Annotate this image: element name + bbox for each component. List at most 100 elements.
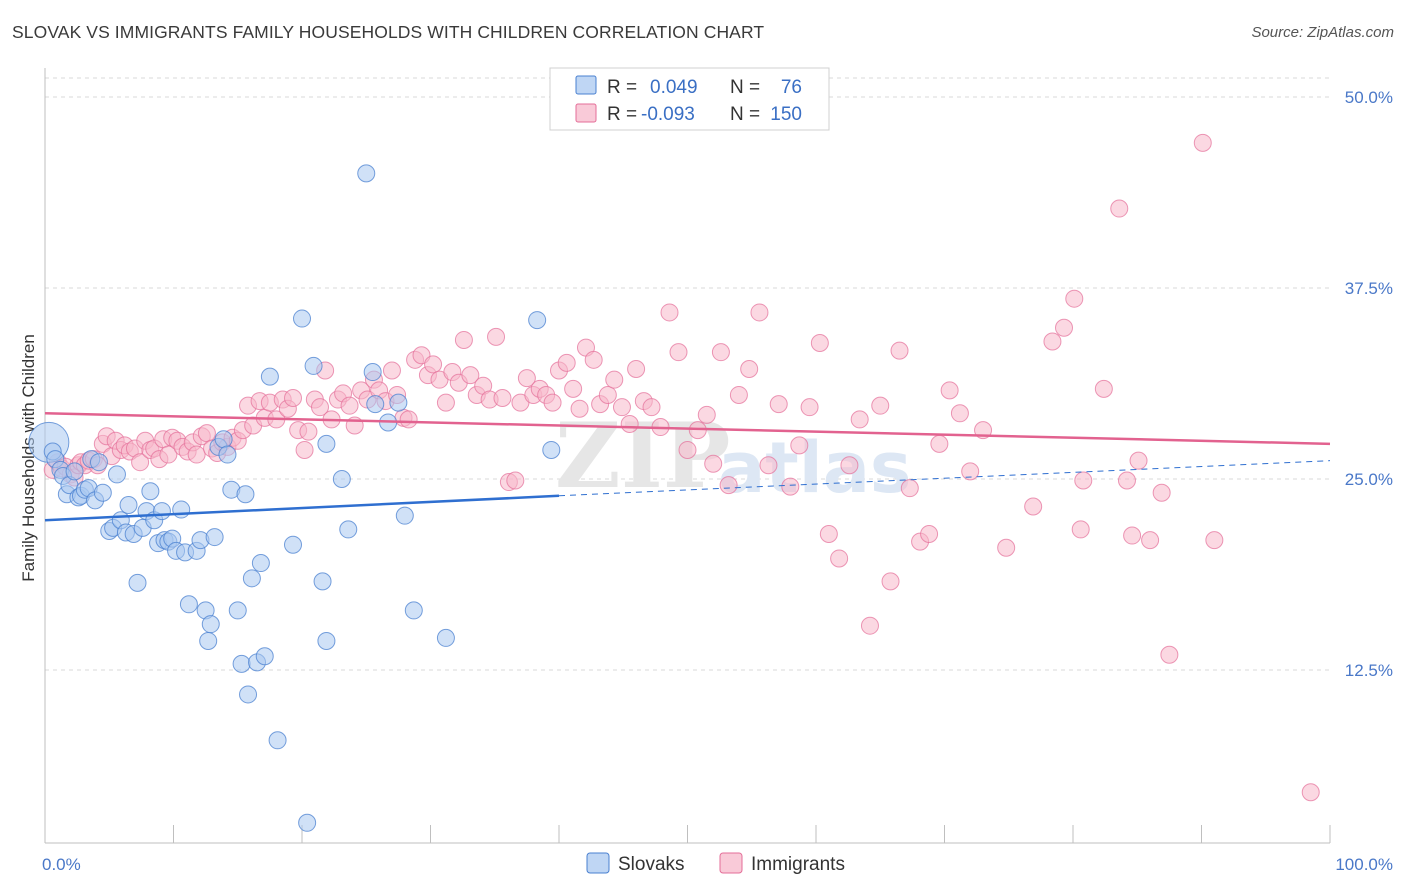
slovaks-point-66 [357, 164, 376, 183]
slovaks-point-54 [255, 647, 274, 666]
immigrants-point-67 [382, 361, 401, 380]
immigrants-point-142 [997, 538, 1016, 557]
tick-labels: 12.5% 25.0% 37.5% 50.0% 0.0% 100.0% [42, 88, 1393, 874]
immigrants-point-154 [1141, 531, 1160, 550]
immigrants-point-148 [1074, 471, 1093, 490]
immigrants-point-155 [1152, 483, 1171, 502]
immigrants-point-79 [454, 330, 473, 349]
slovaks-point-62 [317, 631, 336, 650]
immigrants-point-102 [605, 370, 624, 389]
legend-n-value-1: 76 [781, 77, 802, 98]
immigrants-point-121 [769, 395, 788, 414]
immigrants-point-158 [1205, 531, 1224, 550]
slovaks-point-47 [228, 601, 247, 620]
trend-lines [44, 412, 1331, 522]
slovaks-point-29 [152, 502, 171, 521]
immigrants-point-84 [487, 327, 506, 346]
immigrants-point-26 [159, 445, 178, 464]
immigrants-trend-line [44, 412, 1331, 446]
y-tick-label-2: 37.5% [1345, 279, 1393, 298]
immigrants-point-131 [871, 396, 890, 415]
legend-swatch-immigrants [575, 103, 597, 123]
immigrants-point-114 [704, 454, 723, 473]
x-tick-label-1: 100.0% [1335, 855, 1393, 874]
slovaks-point-57 [284, 535, 303, 554]
immigrants-point-133 [890, 341, 909, 360]
slovaks-point-67 [363, 363, 382, 382]
immigrants-point-85 [493, 389, 512, 408]
slovaks-point-50 [239, 685, 258, 704]
slovaks-point-65 [339, 520, 358, 539]
slovaks-point-63 [317, 434, 336, 453]
immigrants-point-122 [781, 477, 800, 496]
slovaks-point-59 [298, 813, 317, 832]
y-tick-label-0: 12.5% [1345, 661, 1393, 680]
immigrants-point-125 [810, 334, 829, 353]
immigrants-point-34 [197, 424, 216, 443]
immigrants-point-130 [860, 616, 879, 635]
slovaks-trend-line [44, 494, 560, 522]
immigrants-point-117 [729, 385, 748, 404]
immigrants-point-80 [461, 366, 480, 385]
immigrants-point-134 [900, 479, 919, 498]
immigrants-point-111 [678, 440, 697, 459]
immigrants-point-139 [950, 404, 969, 423]
source-label: Source: ZipAtlas.com [1251, 24, 1394, 41]
slovaks-point-49 [236, 485, 255, 504]
slovaks-point-72 [404, 601, 423, 620]
slovaks-point-56 [268, 731, 287, 750]
slovaks-point-40 [199, 631, 218, 650]
immigrants-point-55 [310, 398, 329, 417]
immigrants-point-157 [1193, 133, 1212, 152]
legend-n-label-2: N = [730, 104, 760, 125]
bottom-legend-swatch-slovaks [586, 852, 610, 874]
watermark-atlas: atlas [718, 427, 912, 509]
immigrants-point-136 [920, 525, 939, 544]
immigrants-point-147 [1071, 520, 1090, 539]
slovaks-point-23 [128, 573, 147, 592]
immigrants-point-152 [1123, 526, 1142, 545]
bottom-legend-label-immigrants: Immigrants [751, 854, 845, 875]
watermark: ZIP atlas [555, 403, 912, 509]
y-tick-label-1: 25.0% [1345, 470, 1393, 489]
immigrants-point-76 [436, 393, 455, 412]
slovaks-point-75 [542, 440, 561, 459]
immigrants-point-87 [506, 471, 525, 490]
legend: R = 0.049 N = 76 R = -0.093 N = 150 [549, 67, 830, 131]
immigrants-point-95 [557, 353, 576, 372]
immigrants-point-159 [1301, 783, 1320, 802]
immigrants-point-52 [295, 440, 314, 459]
immigrants-point-70 [399, 410, 418, 429]
immigrants-point-127 [830, 549, 849, 568]
immigrants-point-89 [517, 369, 536, 388]
immigrants-point-149 [1094, 379, 1113, 398]
immigrants-point-123 [790, 436, 809, 455]
immigrants-point-144 [1043, 332, 1062, 351]
slovaks-point-45 [218, 445, 237, 464]
immigrants-point-32 [187, 445, 206, 464]
slovaks-point-70 [389, 393, 408, 412]
immigrants-point-124 [800, 398, 819, 417]
slovaks-point-58 [293, 309, 311, 328]
legend-r-value-2: -0.093 [641, 104, 695, 125]
immigrants-point-120 [759, 456, 778, 475]
immigrants-point-113 [697, 405, 716, 424]
immigrants-point-137 [930, 434, 949, 453]
immigrants-point-104 [620, 414, 639, 433]
immigrants-point-138 [940, 381, 959, 400]
immigrants-point-116 [719, 476, 738, 495]
immigrants-point-118 [740, 359, 759, 378]
immigrants-point-74 [424, 355, 443, 374]
immigrants-point-97 [570, 399, 589, 418]
legend-n-value-2: 150 [770, 104, 802, 125]
immigrants-point-60 [340, 396, 359, 415]
x-tick-label-0: 0.0% [42, 855, 81, 874]
slovaks-point-41 [201, 615, 220, 634]
immigrants-point-115 [711, 343, 730, 362]
immigrants-point-20 [131, 453, 150, 472]
slovaks-point-64 [332, 470, 351, 488]
immigrants-point-132 [881, 572, 900, 591]
slovaks-point-21 [119, 495, 138, 514]
slovaks-point-51 [242, 569, 261, 588]
bottom-legend-label-slovaks: Slovaks [618, 854, 685, 875]
